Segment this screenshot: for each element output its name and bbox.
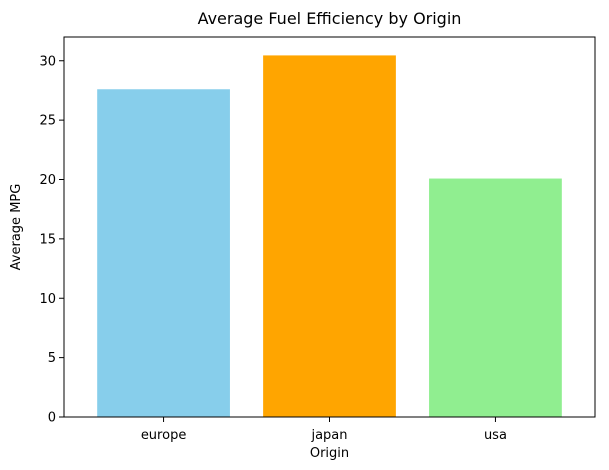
x-axis: europe japan usa <box>141 417 507 443</box>
y-tick-label-0: 0 <box>48 411 56 426</box>
y-tick-label-15: 15 <box>39 232 56 247</box>
y-tick-label-30: 30 <box>39 54 56 69</box>
x-tick-label-usa: usa <box>484 428 507 443</box>
x-axis-label: Origin <box>310 446 349 461</box>
bar-europe <box>97 89 230 417</box>
y-tick-label-10: 10 <box>39 292 56 307</box>
x-tick-label-japan: japan <box>310 428 347 443</box>
bar-usa <box>429 178 562 417</box>
y-tick-label-5: 5 <box>48 351 56 366</box>
y-axis: 0 5 10 15 20 25 30 <box>39 54 64 426</box>
y-tick-label-20: 20 <box>39 173 56 188</box>
y-axis-label: Average MPG <box>9 184 24 271</box>
bar-japan <box>263 55 396 417</box>
x-tick-label-europe: europe <box>141 428 187 443</box>
bars-group <box>97 55 562 417</box>
y-tick-label-25: 25 <box>39 114 56 129</box>
chart-title: Average Fuel Efficiency by Origin <box>198 9 462 28</box>
plot-frame <box>63 36 596 418</box>
